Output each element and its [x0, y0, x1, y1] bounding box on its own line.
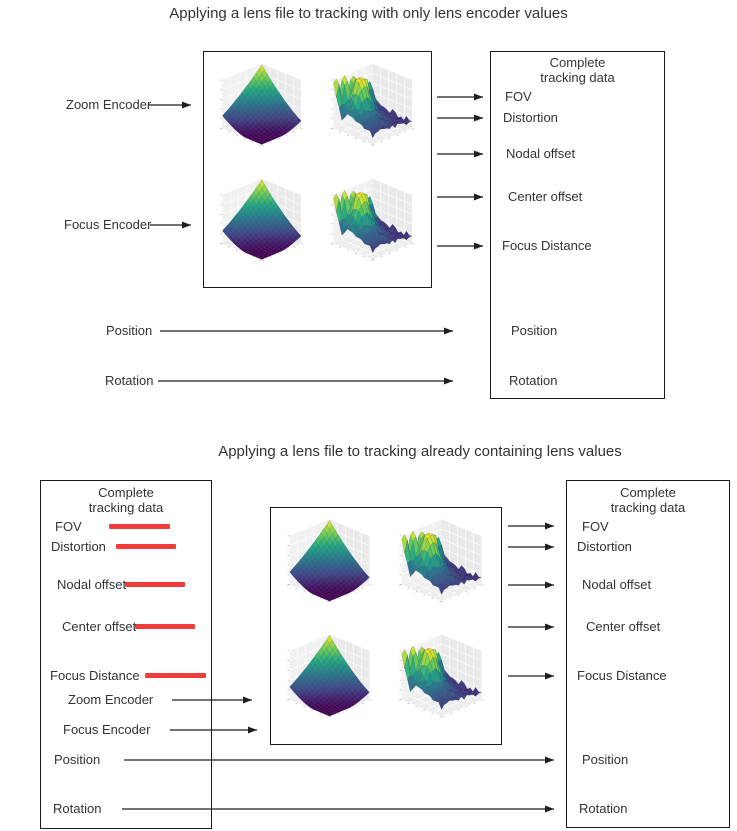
- surface-plot-smooth: [220, 63, 304, 146]
- tracking1-item-nodal-offset: Nodal offset: [506, 146, 576, 161]
- tracking1-item-focus-distance: Focus Distance: [502, 238, 592, 253]
- tracking1-item-position: Position: [511, 323, 558, 338]
- surface-plot-smooth: [287, 634, 372, 718]
- result-item-fov: FOV: [582, 519, 609, 534]
- tracking1-item-fov: FOV: [505, 89, 532, 104]
- result-item-center-offset: Center offset: [586, 619, 661, 634]
- source-item-zoom-encoder: Zoom Encoder: [68, 692, 154, 707]
- source-item-distortion: Distortion: [51, 539, 106, 554]
- surface-plot-smooth: [220, 178, 304, 261]
- label-focus-encoder-input: Focus Encoder: [64, 217, 152, 232]
- source-item-focus-distance: Focus Distance: [50, 668, 140, 683]
- source-item-focus-encoder: Focus Encoder: [63, 722, 151, 737]
- surface-plot-spiky: [330, 63, 414, 146]
- result-item-focus-distance: Focus Distance: [577, 668, 667, 683]
- result-item-nodal-offset: Nodal offset: [582, 577, 652, 592]
- header-line-2: tracking data: [610, 500, 686, 515]
- lens-file-box-1: [203, 51, 432, 288]
- header-line-1: Complete: [549, 55, 606, 70]
- header-line-1: Complete: [620, 485, 676, 500]
- source-item-position: Position: [54, 752, 101, 767]
- result-item-distortion: Distortion: [577, 539, 632, 554]
- result-item-rotation: Rotation: [579, 801, 628, 816]
- diagram2-title: Applying a lens file to tracking already…: [218, 443, 622, 460]
- tracking-box-1-header: Complete tracking data: [490, 55, 665, 85]
- tracking-box-1: [490, 51, 665, 399]
- surface-plot-smooth: [287, 519, 372, 603]
- source-item-center-offset: Center offset: [62, 619, 137, 634]
- label-position-input: Position: [106, 323, 153, 338]
- header-line-2: tracking data: [88, 500, 164, 515]
- header-line-1: Complete: [98, 485, 154, 500]
- result-item-position: Position: [582, 752, 629, 767]
- source-item-rotation: Rotation: [53, 801, 102, 816]
- surface-plot-spiky: [399, 634, 484, 718]
- source-box-header: Complete tracking data: [40, 485, 212, 515]
- tracking1-item-center-offset: Center offset: [508, 189, 583, 204]
- source-tracking-box: [40, 480, 212, 829]
- diagram1-title: Applying a lens file to tracking with on…: [169, 5, 568, 22]
- result-tracking-box: [566, 480, 730, 828]
- surface-plot-spiky: [399, 519, 484, 603]
- lens-file-box-2: [270, 507, 502, 745]
- source-item-nodal-offset: Nodal offset: [57, 577, 127, 592]
- result-box-header: Complete tracking data: [566, 485, 730, 515]
- label-rotation-input: Rotation: [105, 373, 154, 388]
- tracking1-item-rotation: Rotation: [509, 373, 558, 388]
- source-item-fov: FOV: [55, 519, 82, 534]
- surface-plot-spiky: [330, 178, 414, 261]
- label-zoom-encoder-input: Zoom Encoder: [66, 97, 152, 112]
- header-line-2: tracking data: [540, 70, 615, 85]
- tracking1-item-distortion: Distortion: [503, 110, 558, 125]
